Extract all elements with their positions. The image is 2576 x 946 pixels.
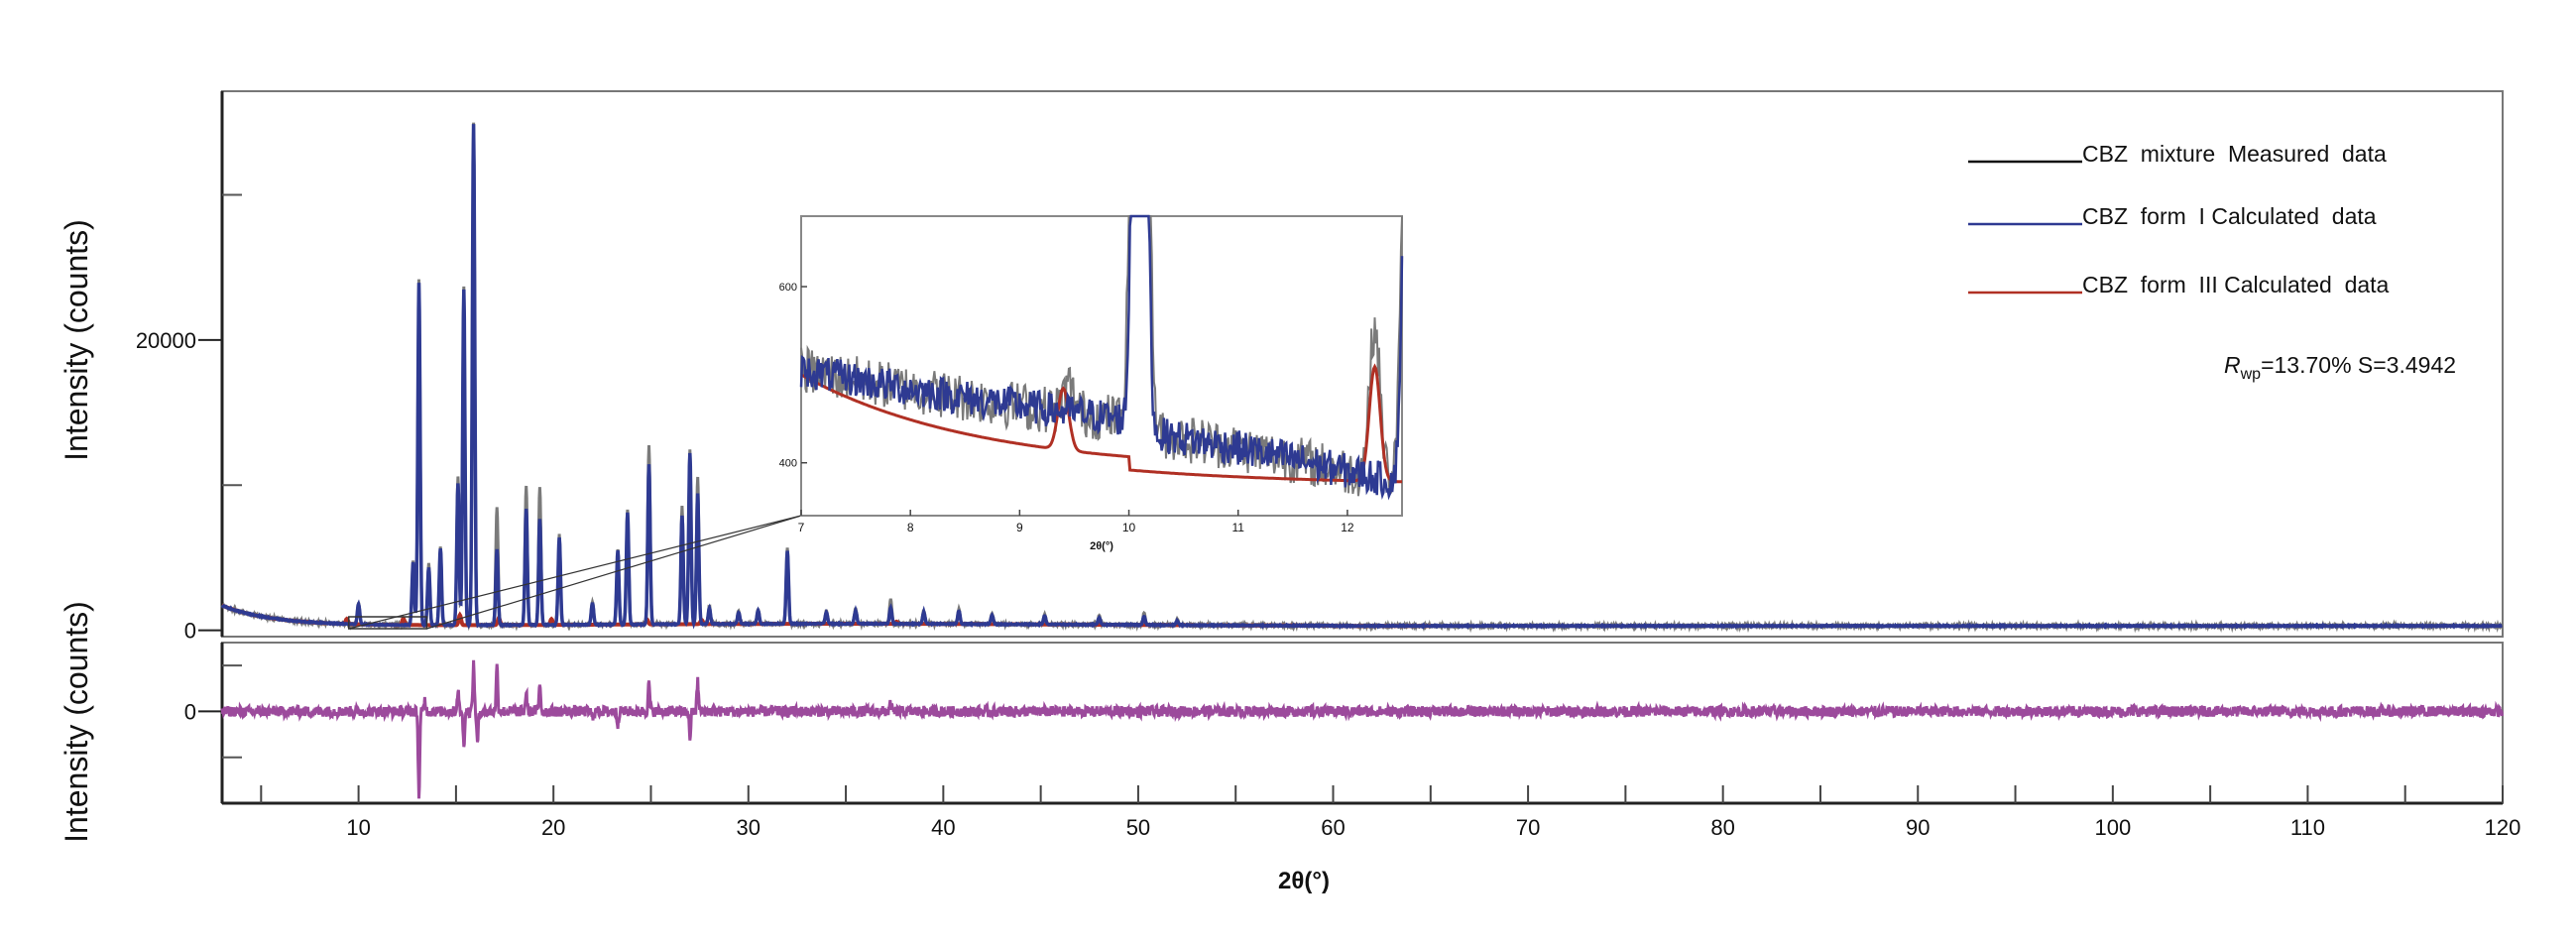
x-tick-label: 40: [931, 815, 955, 840]
x-tick-label: 110: [2290, 815, 2325, 840]
inset-plot: 7 8 9 10 11 12 400 600 2θ(°): [779, 214, 1404, 552]
inset-x-tick-label: 8: [907, 521, 914, 534]
inset-frame: [800, 215, 1403, 517]
x-tick-label: 120: [2485, 815, 2521, 840]
inset-x-tick-label: 10: [1122, 521, 1136, 534]
zoom-connector: [348, 515, 802, 630]
series-line-form-i: [220, 124, 2503, 630]
y-axis-label-bottom: Intensity (counts): [59, 601, 94, 843]
legend-label-measured: CBZ mixture Measured data: [2082, 141, 2387, 167]
r-subscript: wp: [2240, 366, 2262, 383]
inset-y-tick-label: 400: [779, 458, 797, 470]
y-tick-label-top: 0: [184, 619, 196, 644]
inset-x-axis-label: 2θ(°): [1090, 540, 1113, 552]
fit-statistics: Rwp=13.70% S=3.4942: [2224, 352, 2456, 383]
x-tick-label: 60: [1321, 815, 1345, 840]
legend-label-form-i: CBZ form I Calculated data: [2082, 203, 2377, 229]
x-tick-label: 30: [737, 815, 761, 840]
x-tick-label: 100: [2094, 815, 2131, 840]
x-tick-label: 10: [346, 815, 370, 840]
legend-label-form-iii: CBZ form III Calculated data: [2082, 272, 2390, 297]
y-tick-label-top: 20000: [136, 328, 196, 353]
x-tick-label: 50: [1126, 815, 1150, 840]
x-axis-label: 2θ(°): [1278, 868, 1330, 894]
inset-x-tick-label: 11: [1231, 521, 1244, 534]
inset-x-tick-label: 9: [1016, 521, 1023, 534]
legend: CBZ mixture Measured data CBZ form I Cal…: [1968, 141, 2390, 297]
inset-x-tick-label: 7: [798, 521, 805, 534]
x-tick-label: 20: [541, 815, 565, 840]
main-plot-area: 0 20000: [136, 90, 2504, 644]
residual-plot-area: 0 10 20 30 40 50 60 70 80 90 100 110 120: [184, 642, 2521, 840]
residual-plot-frame: [221, 642, 2504, 804]
zoom-region-box: [348, 616, 428, 630]
series-line-difference: [220, 659, 2504, 799]
r-symbol: R: [2224, 352, 2241, 378]
inset-y-tick-label: 600: [779, 282, 797, 294]
zoom-connector: [426, 515, 802, 630]
x-tick-label: 90: [1906, 815, 1930, 840]
y-tick-label-bottom: 0: [184, 699, 196, 724]
x-tick-label: 70: [1516, 815, 1540, 840]
inset-x-tick-label: 12: [1341, 521, 1354, 534]
inset-series-form-i: [799, 214, 1404, 501]
x-tick-label: 80: [1710, 815, 1734, 840]
inset-series-form-iii: [800, 363, 1402, 484]
y-axis-label-top: Intensity (counts): [59, 219, 94, 461]
fit-values: =13.70% S=3.4942: [2261, 352, 2456, 378]
